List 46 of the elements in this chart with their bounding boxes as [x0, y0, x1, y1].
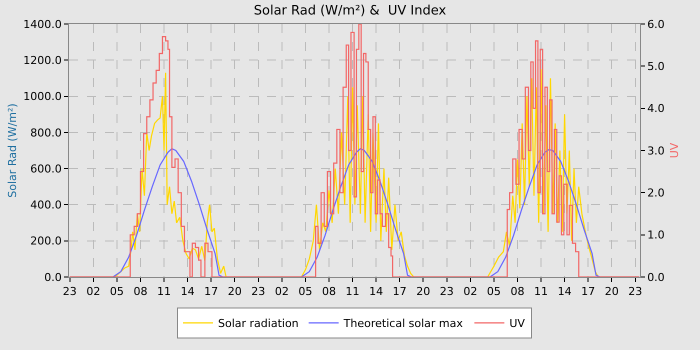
y-tick-label: 800.0: [30, 126, 62, 140]
x-tick-label: 02: [86, 285, 100, 298]
x-tick-label: 14: [180, 285, 195, 298]
legend-label: UV: [509, 317, 526, 330]
y-axis-title: Solar Rad (W/m²): [6, 103, 19, 198]
x-tick-label: 20: [228, 285, 242, 298]
x-tick-label: 11: [346, 285, 360, 298]
legend-label: Solar radiation: [218, 317, 299, 330]
x-tick-label: 14: [558, 285, 572, 298]
x-tick-label: 23: [440, 285, 454, 298]
x-tick-label: 23: [628, 285, 642, 298]
x-tick-label: 23: [62, 285, 77, 298]
y2-axis-title: UV: [668, 142, 681, 158]
y2-tick-label: 1.0: [647, 228, 665, 242]
x-tick-label: 17: [581, 285, 596, 298]
x-tick-label: 08: [133, 285, 148, 298]
x-tick-label: 08: [322, 285, 336, 298]
y-tick-label: 600.0: [30, 162, 62, 176]
y-tick-label: 0.0: [44, 270, 62, 284]
y2-tick-label: 0.0: [647, 270, 665, 284]
y2-tick-label: 4.0: [647, 102, 665, 116]
y-tick-label: 400.0: [30, 198, 62, 212]
y-tick-label: 1200.0: [23, 54, 62, 67]
y-tick-label: 200.0: [30, 234, 62, 248]
legend-label: Theoretical solar max: [342, 317, 464, 330]
chart-title: Solar Rad (W/m²) & UV Index: [254, 3, 447, 18]
x-tick-label: 17: [204, 285, 218, 298]
y2-tick-label: 3.0: [647, 144, 665, 158]
x-tick-label: 02: [463, 285, 478, 298]
y-tick-label: 1000.0: [23, 90, 62, 104]
x-tick-label: 05: [486, 285, 501, 298]
x-tick-label: 02: [274, 285, 289, 298]
x-tick-label: 23: [251, 285, 266, 298]
y-tick-label: 1400.0: [23, 18, 62, 31]
y2-tick-label: 2.0: [647, 186, 665, 200]
x-tick-label: 11: [534, 285, 548, 298]
x-tick-label: 20: [416, 285, 430, 298]
x-tick-label: 08: [510, 285, 524, 298]
x-tick-label: 05: [110, 285, 124, 298]
x-tick-label: 20: [604, 285, 619, 298]
x-tick-label: 05: [298, 285, 312, 298]
y2-tick-label: 6.0: [647, 18, 665, 31]
x-tick-label: 14: [369, 285, 384, 298]
x-tick-label: 17: [392, 285, 407, 298]
x-tick-label: 11: [157, 285, 172, 298]
y2-tick-label: 5.0: [647, 60, 665, 74]
